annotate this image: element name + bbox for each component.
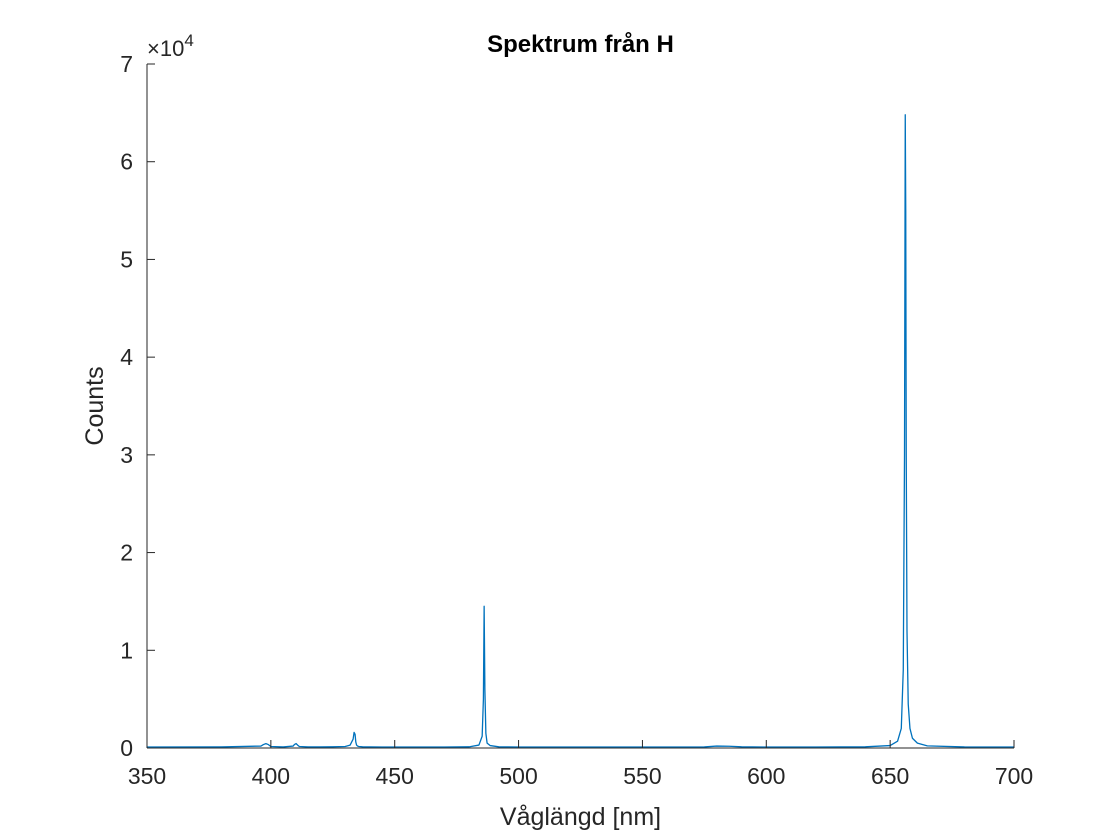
x-tick-label: 650 [871, 763, 909, 789]
y-exponent-power: 4 [184, 31, 193, 50]
x-tick-label: 450 [376, 763, 414, 789]
plot-area [146, 114, 1015, 748]
x-tick-label: 600 [747, 763, 785, 789]
spectrum-line [146, 114, 1015, 748]
axes [146, 64, 1014, 749]
y-tick-label: 2 [120, 540, 133, 566]
y-tick-label: 0 [120, 735, 133, 761]
x-tick-label: 350 [128, 763, 166, 789]
x-axis-label: Våglängd [nm] [500, 803, 661, 831]
y-tick-label: 1 [120, 637, 133, 663]
y-tick-label: 6 [120, 149, 133, 175]
y-ticks: 0 1 2 3 4 5 6 7 [120, 51, 155, 761]
chart-title: Spektrum från H [487, 31, 674, 58]
x-tick-label: 400 [252, 763, 290, 789]
y-tick-label: 3 [120, 442, 133, 468]
y-axis-exponent: ×104 [147, 31, 194, 61]
y-tick-label: 4 [120, 344, 133, 370]
x-ticks: 350 400 450 500 550 600 650 700 [128, 740, 1033, 789]
y-tick-label: 7 [120, 51, 133, 77]
y-axis-label: Counts [81, 366, 109, 445]
y-tick-label: 5 [120, 246, 133, 272]
x-tick-label: 550 [623, 763, 661, 789]
x-tick-label: 700 [995, 763, 1033, 789]
y-exponent-base: ×10 [147, 36, 184, 61]
x-tick-label: 500 [499, 763, 537, 789]
